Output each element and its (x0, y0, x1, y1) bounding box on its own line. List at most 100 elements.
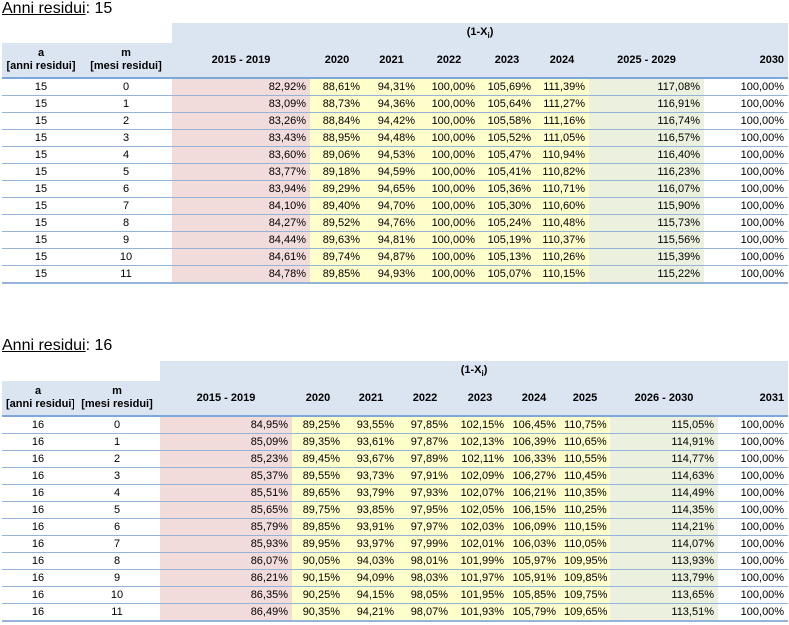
column-header: 2022 (412, 391, 438, 404)
cell-value: 114,07% (610, 535, 718, 553)
table-row: 15 6 83,94% 89,29% 94,65% 100,00% 105,36% 110,7… (2, 180, 789, 198)
cell-value: 101,97% (452, 569, 508, 587)
cell-value: 86,49% (160, 603, 292, 622)
cell-anni: 15 (2, 78, 80, 96)
cell-anni: 16 (2, 433, 74, 451)
cell-value: 89,65% (292, 484, 344, 502)
cell-anni: 16 (2, 467, 74, 485)
cell-value: 89,63% (310, 231, 364, 249)
column-header: 2024 (521, 391, 547, 404)
column-header: 2030 (759, 53, 785, 66)
cell-anni: 16 (2, 484, 74, 502)
cell-value: 105,19% (479, 231, 535, 249)
cell-value: 94,93% (364, 265, 419, 284)
cell-mesi: 9 (74, 569, 160, 587)
cell-value: 110,15% (560, 518, 610, 536)
cell-value: 102,03% (452, 518, 508, 536)
cell-value: 100,00% (419, 180, 479, 198)
column-header: 2021 (379, 53, 404, 66)
cell-anni: 15 (2, 112, 80, 130)
cell-value: 89,25% (292, 416, 344, 434)
cell-value: 115,73% (589, 214, 704, 232)
cell-anni: 16 (2, 450, 74, 468)
cell-value: 100,00% (718, 484, 789, 502)
cell-value: 90,15% (292, 569, 344, 587)
cell-value: 116,07% (589, 180, 704, 198)
cell-value: 90,05% (292, 552, 344, 570)
cell-mesi: 3 (80, 129, 172, 147)
cell-value: 110,25% (560, 501, 610, 519)
cell-value: 100,00% (718, 450, 789, 468)
cell-value: 105,36% (479, 180, 535, 198)
cell-value: 106,33% (508, 450, 560, 468)
cell-value: 93,85% (344, 501, 398, 519)
cell-mesi: 11 (74, 603, 160, 622)
cell-value: 100,00% (419, 95, 479, 113)
cell-value: 115,56% (589, 231, 704, 249)
cell-anni: 16 (2, 416, 74, 434)
cell-value: 106,39% (508, 433, 560, 451)
corner-blank (74, 361, 160, 381)
column-header: 2015 - 2019 (211, 53, 271, 66)
group-header: (1-Xi) (160, 361, 789, 381)
cell-anni: 16 (2, 518, 74, 536)
table-row: 15 7 84,10% 89,40% 94,70% 100,00% 105,30% 110,6… (2, 197, 789, 215)
cell-value: 97,99% (398, 535, 452, 553)
cell-value: 110,15% (535, 265, 589, 284)
cell-value: 85,65% (160, 501, 292, 519)
cell-anni: 16 (2, 535, 74, 553)
cell-mesi: 2 (74, 450, 160, 468)
cell-mesi: 6 (74, 518, 160, 536)
cell-mesi: 8 (74, 552, 160, 570)
cell-value: 84,27% (172, 214, 310, 232)
cell-anni: 16 (2, 501, 74, 519)
cell-value: 97,97% (398, 518, 452, 536)
cell-value: 114,35% (610, 501, 718, 519)
cell-value: 89,40% (310, 197, 364, 215)
cell-value: 83,09% (172, 95, 310, 113)
cell-value: 105,58% (479, 112, 535, 130)
cell-value: 109,85% (560, 569, 610, 587)
cell-value: 89,18% (310, 163, 364, 181)
cell-value: 102,07% (452, 484, 508, 502)
cell-value: 106,27% (508, 467, 560, 485)
cell-value: 101,99% (452, 552, 508, 570)
cell-value: 100,00% (704, 129, 789, 147)
group-header: (1-Xi) (172, 23, 789, 43)
cell-value: 100,00% (704, 214, 789, 232)
cell-value: 110,48% (535, 214, 589, 232)
section-title: Anni residui: 15 (2, 0, 112, 18)
cell-value: 93,55% (344, 416, 398, 434)
cell-value: 89,55% (292, 467, 344, 485)
cell-value: 89,35% (292, 433, 344, 451)
cell-value: 93,73% (344, 467, 398, 485)
cell-value: 88,84% (310, 112, 364, 130)
cell-value: 100,00% (704, 95, 789, 113)
title-value: : 15 (85, 0, 113, 17)
cell-value: 110,37% (535, 231, 589, 249)
cell-mesi: 5 (80, 163, 172, 181)
cell-value: 89,74% (310, 248, 364, 266)
table-row: 15 9 84,44% 89,63% 94,81% 100,00% 105,19% 110,3… (2, 231, 789, 249)
table-row: 16 11 86,49% 90,35% 94,21% 98,07% 101,93% 105,7… (2, 603, 789, 622)
cell-value: 111,05% (535, 129, 589, 147)
cell-value: 100,00% (704, 265, 789, 284)
cell-value: 100,00% (718, 518, 789, 536)
cell-value: 97,91% (398, 467, 452, 485)
cell-value: 94,59% (364, 163, 419, 181)
table-row: 15 8 84,27% 89,52% 94,76% 100,00% 105,24% 110,4… (2, 214, 789, 232)
cell-value: 106,03% (508, 535, 560, 553)
cell-value: 110,35% (560, 484, 610, 502)
cell-anni: 16 (2, 552, 74, 570)
table-row: 16 1 85,09% 89,35% 93,61% 97,87% 102,13% 106,39… (2, 433, 789, 451)
column-header-a: a [anni residui] (6, 47, 76, 72)
cell-mesi: 0 (80, 78, 172, 96)
column-header: 2020 (324, 53, 350, 66)
cell-mesi: 0 (74, 416, 160, 434)
cell-value: 105,79% (508, 603, 560, 622)
cell-anni: 15 (2, 163, 80, 181)
cell-value: 85,93% (160, 535, 292, 553)
cell-value: 84,44% (172, 231, 310, 249)
cell-value: 100,00% (419, 231, 479, 249)
corner-blank (2, 361, 74, 381)
